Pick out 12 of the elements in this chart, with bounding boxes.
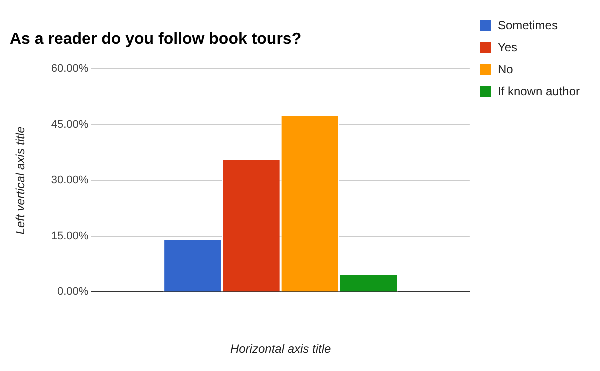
legend-label: No xyxy=(498,62,514,76)
x-axis-title: Horizontal axis title xyxy=(230,342,332,356)
legend-label: Yes xyxy=(498,40,518,54)
legend-label: Sometimes xyxy=(498,18,558,32)
y-tick-label: 0.00% xyxy=(58,286,89,298)
y-tick-label: 30.00% xyxy=(51,174,89,187)
y-axis-title: Left vertical axis title xyxy=(14,126,28,235)
y-tick-label: 15.00% xyxy=(51,230,89,242)
y-tick-label: 60.00% xyxy=(51,63,89,76)
chart-title: As a reader do you follow book tours? xyxy=(10,31,302,48)
y-tick-label: 45.00% xyxy=(51,118,89,131)
legend-label: If known author xyxy=(498,84,580,98)
